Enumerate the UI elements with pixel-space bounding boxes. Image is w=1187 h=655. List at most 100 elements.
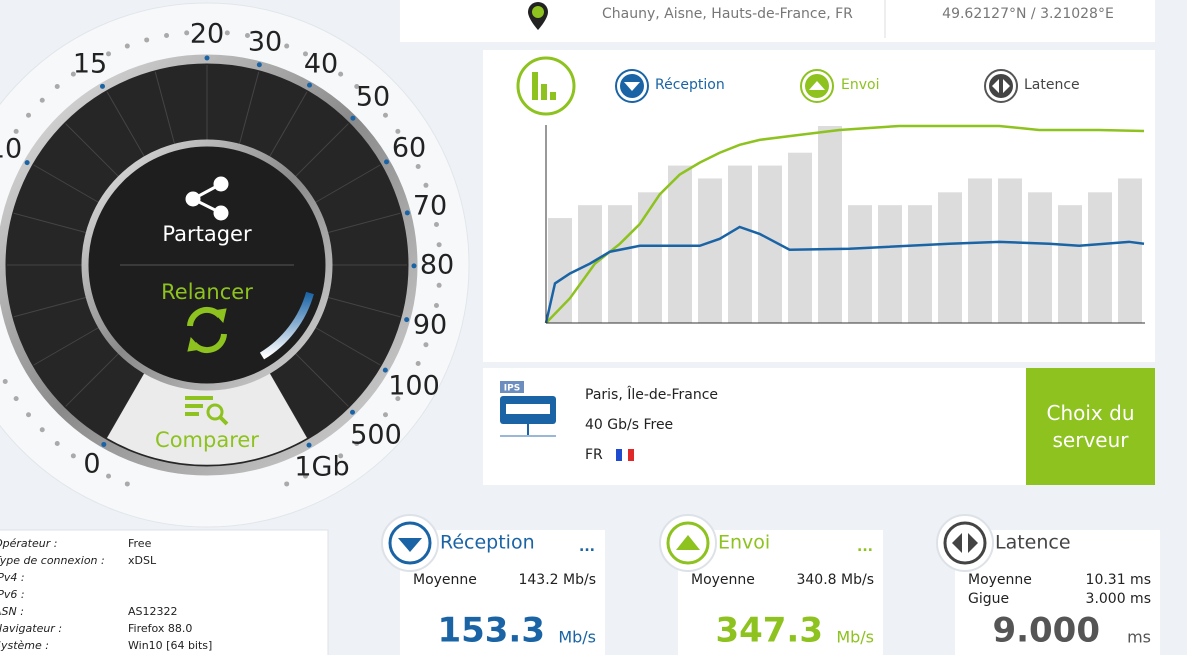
gauge-dot bbox=[13, 128, 19, 134]
gauge-dot bbox=[302, 51, 308, 57]
server-provider: 40 Gb/s Free bbox=[585, 417, 673, 433]
bar bbox=[548, 218, 572, 323]
gauge-notch bbox=[404, 317, 410, 323]
gauge-spoke bbox=[65, 352, 120, 407]
gauge-dot bbox=[382, 412, 388, 418]
server-icon-label: IPS bbox=[504, 384, 520, 394]
gauge-label: 0 bbox=[83, 449, 100, 480]
gauge-dot bbox=[144, 37, 150, 43]
gauge-notch bbox=[404, 210, 410, 216]
card-more[interactable]: ... bbox=[857, 539, 873, 555]
gauge-dot bbox=[39, 97, 45, 103]
compare-wedge[interactable] bbox=[107, 372, 307, 465]
card-unit: Mb/s bbox=[836, 628, 874, 647]
gauge-notch bbox=[307, 82, 313, 88]
card-row-label: Moyenne bbox=[691, 572, 755, 588]
gauge-dot bbox=[354, 84, 360, 90]
gauge-dot bbox=[54, 440, 60, 446]
card-more[interactable]: ... bbox=[579, 539, 595, 555]
gauge-label: 60 bbox=[392, 133, 426, 164]
card-title: Réception bbox=[440, 532, 535, 554]
gauge-dot bbox=[395, 396, 401, 402]
gauge-label: 40 bbox=[304, 49, 338, 80]
card-title: Latence bbox=[995, 532, 1071, 554]
gauge-dot bbox=[224, 30, 230, 36]
gauge-dot bbox=[124, 43, 130, 49]
share-icon[interactable] bbox=[185, 176, 229, 221]
share-label[interactable]: Partager bbox=[162, 222, 252, 246]
bar bbox=[938, 192, 962, 323]
server-city: Paris, Île-de-France bbox=[585, 385, 718, 403]
bar bbox=[668, 165, 692, 323]
bar bbox=[1058, 205, 1082, 323]
bar bbox=[788, 152, 812, 323]
compare-icon[interactable] bbox=[185, 396, 229, 426]
info-label: Système : bbox=[0, 639, 49, 652]
upload-line bbox=[545, 124, 1145, 324]
info-value: Firefox 88.0 bbox=[128, 622, 192, 635]
server-button[interactable]: Choix du serveur bbox=[1026, 368, 1155, 485]
card-row-label: Moyenne bbox=[413, 572, 477, 588]
gauge-notch bbox=[99, 83, 105, 89]
gauge-spoke bbox=[314, 326, 381, 366]
gauge-dot bbox=[244, 33, 250, 39]
card-row-value: 3.000 ms bbox=[1086, 591, 1151, 607]
gauge-label: 90 bbox=[413, 310, 447, 341]
gauge-dot bbox=[302, 473, 308, 479]
card-value: 9.000 bbox=[992, 611, 1100, 651]
server-icon bbox=[500, 381, 556, 437]
bar bbox=[728, 165, 752, 323]
gauge-label: 1Gb bbox=[294, 452, 349, 483]
legend-download: Réception bbox=[655, 77, 725, 93]
legend-upload-icon bbox=[800, 69, 834, 103]
gauge-notch bbox=[101, 441, 107, 447]
bar bbox=[698, 178, 722, 323]
gauge-label: 30 bbox=[248, 27, 282, 58]
gauge-dot bbox=[164, 33, 170, 39]
gauge-spoke bbox=[326, 296, 401, 318]
gauge-label: 20 bbox=[190, 19, 224, 50]
info-value: AS12322 bbox=[128, 605, 178, 618]
gauge-spoke bbox=[33, 164, 100, 204]
gauge-spoke bbox=[65, 123, 120, 178]
gauge-spoke bbox=[294, 123, 349, 178]
gauge-dot bbox=[395, 128, 401, 134]
legend-latency: Latence bbox=[1024, 77, 1080, 93]
gauge-notch bbox=[204, 55, 210, 61]
bar bbox=[968, 178, 992, 323]
card-value: 347.3 bbox=[715, 611, 823, 651]
gauge-dot bbox=[415, 360, 421, 366]
gauge-dot bbox=[354, 440, 360, 446]
location-place: Chauny, Aisne, Hauts-de-France, FR bbox=[602, 6, 853, 22]
card-icon bbox=[943, 521, 987, 565]
gauge-dot bbox=[70, 71, 76, 77]
gauge-dot bbox=[436, 242, 442, 248]
gauge-dot bbox=[54, 84, 60, 90]
card-row-value: 10.31 ms bbox=[1086, 572, 1151, 588]
info-label: Opérateur : bbox=[0, 537, 57, 550]
gauge-dot bbox=[284, 481, 290, 487]
legend-download-icon bbox=[615, 69, 649, 103]
restart-icon[interactable] bbox=[187, 306, 227, 354]
gauge-notch bbox=[384, 159, 390, 165]
card-value: 153.3 bbox=[437, 611, 545, 651]
restart-label[interactable]: Relancer bbox=[161, 280, 253, 304]
info-value: Win10 [64 bits] bbox=[128, 639, 212, 652]
gauge-spoke bbox=[13, 212, 88, 234]
bar bbox=[608, 205, 632, 323]
location-coords: 49.62127°N / 3.21028°E bbox=[942, 6, 1114, 22]
card-unit: Mb/s bbox=[558, 628, 596, 647]
gauge-spoke bbox=[154, 71, 176, 146]
server-country: FR bbox=[585, 447, 603, 463]
gauge-dot bbox=[70, 453, 76, 459]
gauge-spoke bbox=[314, 164, 381, 204]
compare-label[interactable]: Comparer bbox=[155, 428, 259, 452]
gauge-label: 50 bbox=[356, 82, 390, 113]
pin-dot bbox=[532, 6, 544, 18]
gauge-notch bbox=[306, 442, 312, 448]
card-title: Envoi bbox=[718, 532, 770, 554]
gauge-dot bbox=[338, 453, 344, 459]
flag bbox=[616, 449, 634, 461]
